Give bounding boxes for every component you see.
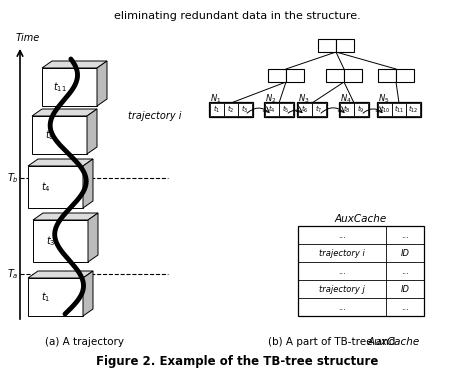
Polygon shape bbox=[83, 271, 93, 316]
Text: (a) A trajectory: (a) A trajectory bbox=[46, 337, 125, 347]
Text: $N_4$: $N_4$ bbox=[340, 93, 352, 105]
Text: (b) A part of TB-tree and: (b) A part of TB-tree and bbox=[268, 337, 399, 347]
Bar bbox=[238, 103, 252, 116]
Text: eliminating redundant data in the structure.: eliminating redundant data in the struct… bbox=[114, 11, 360, 21]
Text: Figure 2. Example of the TB-tree structure: Figure 2. Example of the TB-tree structu… bbox=[96, 356, 378, 368]
Bar bbox=[354, 103, 368, 116]
Polygon shape bbox=[42, 61, 107, 68]
Text: $t_7$: $t_7$ bbox=[315, 104, 323, 115]
Text: $t_{11}$: $t_{11}$ bbox=[53, 80, 66, 94]
Polygon shape bbox=[97, 61, 107, 106]
Bar bbox=[265, 103, 279, 116]
Text: ...: ... bbox=[338, 230, 346, 239]
Text: trajectory j: trajectory j bbox=[319, 285, 365, 294]
Text: $t_8$: $t_8$ bbox=[343, 104, 351, 115]
Text: AuxCache: AuxCache bbox=[368, 337, 420, 347]
Bar bbox=[264, 102, 294, 117]
Bar bbox=[297, 102, 327, 117]
Text: $N_1$: $N_1$ bbox=[210, 93, 221, 105]
Text: $t_{4}$: $t_{4}$ bbox=[41, 180, 51, 194]
Bar bbox=[336, 39, 354, 52]
Text: ...: ... bbox=[338, 303, 346, 312]
Text: AuxCache: AuxCache bbox=[335, 214, 387, 224]
Bar bbox=[312, 103, 326, 116]
Text: $N_5$: $N_5$ bbox=[378, 93, 390, 105]
Text: $N_3$: $N_3$ bbox=[298, 93, 310, 105]
Bar bbox=[268, 69, 286, 82]
Polygon shape bbox=[28, 271, 93, 278]
Text: $t_{10}$: $t_{10}$ bbox=[380, 104, 391, 115]
Bar bbox=[318, 39, 336, 52]
Bar bbox=[340, 103, 354, 116]
Bar bbox=[378, 103, 392, 116]
Polygon shape bbox=[87, 109, 97, 154]
Text: $t_5$: $t_5$ bbox=[283, 104, 290, 115]
Polygon shape bbox=[32, 116, 87, 154]
Bar bbox=[298, 103, 312, 116]
Text: $N_2$: $N_2$ bbox=[265, 93, 276, 105]
Text: $t_6$: $t_6$ bbox=[301, 104, 309, 115]
Text: ...: ... bbox=[401, 303, 409, 312]
Text: $T_b$: $T_b$ bbox=[7, 171, 19, 185]
Bar bbox=[339, 102, 369, 117]
Text: $t_{3}$: $t_{3}$ bbox=[46, 234, 55, 248]
Bar bbox=[326, 69, 344, 82]
Bar bbox=[286, 69, 304, 82]
Text: $T_a$: $T_a$ bbox=[7, 267, 19, 281]
Polygon shape bbox=[83, 159, 93, 208]
Text: ...: ... bbox=[338, 267, 346, 276]
Text: $t_{11}$: $t_{11}$ bbox=[394, 104, 404, 115]
Bar bbox=[378, 69, 396, 82]
Text: $t_{12}$: $t_{12}$ bbox=[408, 104, 418, 115]
Bar bbox=[210, 103, 224, 116]
Text: Time: Time bbox=[16, 33, 40, 43]
Text: $t_{8}$: $t_{8}$ bbox=[45, 128, 55, 142]
Polygon shape bbox=[33, 220, 88, 262]
Polygon shape bbox=[42, 68, 97, 106]
Polygon shape bbox=[32, 109, 97, 116]
Bar bbox=[209, 102, 253, 117]
Polygon shape bbox=[28, 166, 83, 208]
Bar bbox=[377, 102, 421, 117]
Bar bbox=[298, 226, 424, 316]
Text: trajectory i: trajectory i bbox=[319, 248, 365, 258]
Text: ...: ... bbox=[401, 230, 409, 239]
Text: $t_3$: $t_3$ bbox=[241, 104, 249, 115]
Text: $t_2$: $t_2$ bbox=[228, 104, 235, 115]
Text: trajectory i: trajectory i bbox=[128, 111, 182, 121]
Polygon shape bbox=[88, 213, 98, 262]
Bar bbox=[224, 103, 238, 116]
Text: $t_9$: $t_9$ bbox=[357, 104, 365, 115]
Text: $t_{1}$: $t_{1}$ bbox=[41, 290, 50, 304]
Bar bbox=[406, 103, 420, 116]
Text: ID: ID bbox=[401, 285, 410, 294]
Text: $t_1$: $t_1$ bbox=[213, 104, 221, 115]
Bar bbox=[344, 69, 362, 82]
Bar bbox=[396, 69, 414, 82]
Polygon shape bbox=[28, 159, 93, 166]
Text: ID: ID bbox=[401, 248, 410, 258]
Text: ...: ... bbox=[401, 267, 409, 276]
Text: $t_4$: $t_4$ bbox=[268, 104, 276, 115]
Bar bbox=[392, 103, 406, 116]
Polygon shape bbox=[28, 278, 83, 316]
Polygon shape bbox=[33, 213, 98, 220]
Bar bbox=[279, 103, 293, 116]
